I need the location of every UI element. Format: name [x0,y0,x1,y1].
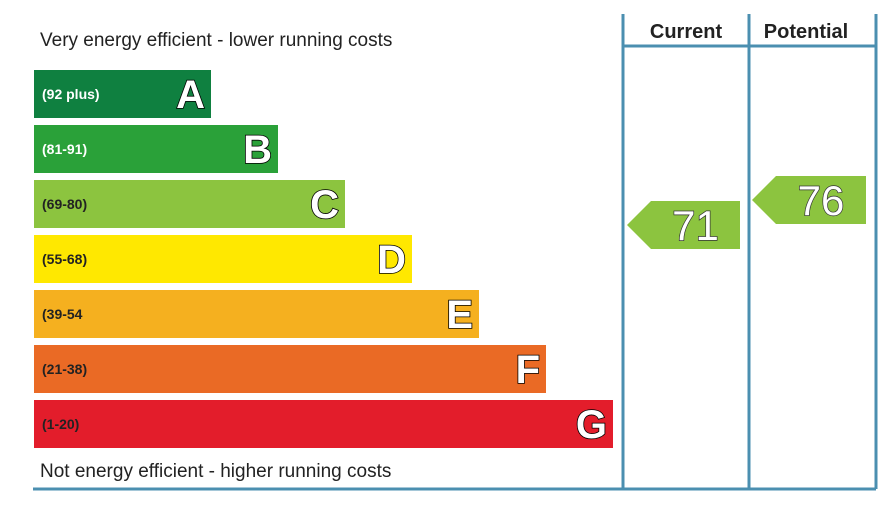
band-g-range: (1-20) [42,416,79,432]
potential-rating-arrow: 76 [752,176,866,225]
band-f-range: (21-38) [42,361,87,377]
bottom-caption: Not energy efficient - higher running co… [40,461,392,482]
potential-rating-value: 76 [798,177,845,224]
band-a-bar [34,70,211,118]
band-d-letter: D [377,238,406,282]
potential-rating-arrow-shape [752,176,866,224]
band-f: (21-38) F [34,345,546,393]
band-f-letter: F [516,348,540,392]
band-c-bar [34,180,345,228]
rating-bands: (92 plus) A (81-91) B (69-80) C (55-68) D (39-54… [34,70,613,448]
frame [33,14,878,491]
band-d-bar [34,235,412,283]
band-e: (39-54 E [34,290,479,338]
band-e-range: (39-54 [42,306,83,322]
band-d: (55-68) D [34,235,412,283]
band-b: (81-91) B [34,125,278,173]
current-column-header: Current [650,21,723,43]
band-b-range: (81-91) [42,141,87,157]
top-caption: Very energy efficient - lower running co… [40,30,393,51]
current-rating-arrow: 71 [627,201,740,250]
band-c-range: (69-80) [42,196,87,212]
band-f-bar [34,345,546,393]
band-d-range: (55-68) [42,251,87,267]
band-c: (69-80) C [34,180,345,228]
current-rating-arrow-shape [627,201,740,249]
band-b-bar [34,125,278,173]
rating-arrows: 71 76 [627,176,866,250]
band-a-letter: A [176,73,205,117]
potential-column-header: Potential [764,21,848,43]
band-a-range: (92 plus) [42,86,100,102]
band-b-letter: B [243,128,272,172]
band-g: (1-20) G [34,400,613,448]
band-a: (92 plus) A [34,70,211,118]
band-g-letter: G [576,403,607,447]
band-c-letter: C [310,183,339,227]
current-rating-value: 71 [672,202,719,249]
band-e-letter: E [446,293,473,337]
band-e-bar [34,290,479,338]
band-g-bar [34,400,613,448]
